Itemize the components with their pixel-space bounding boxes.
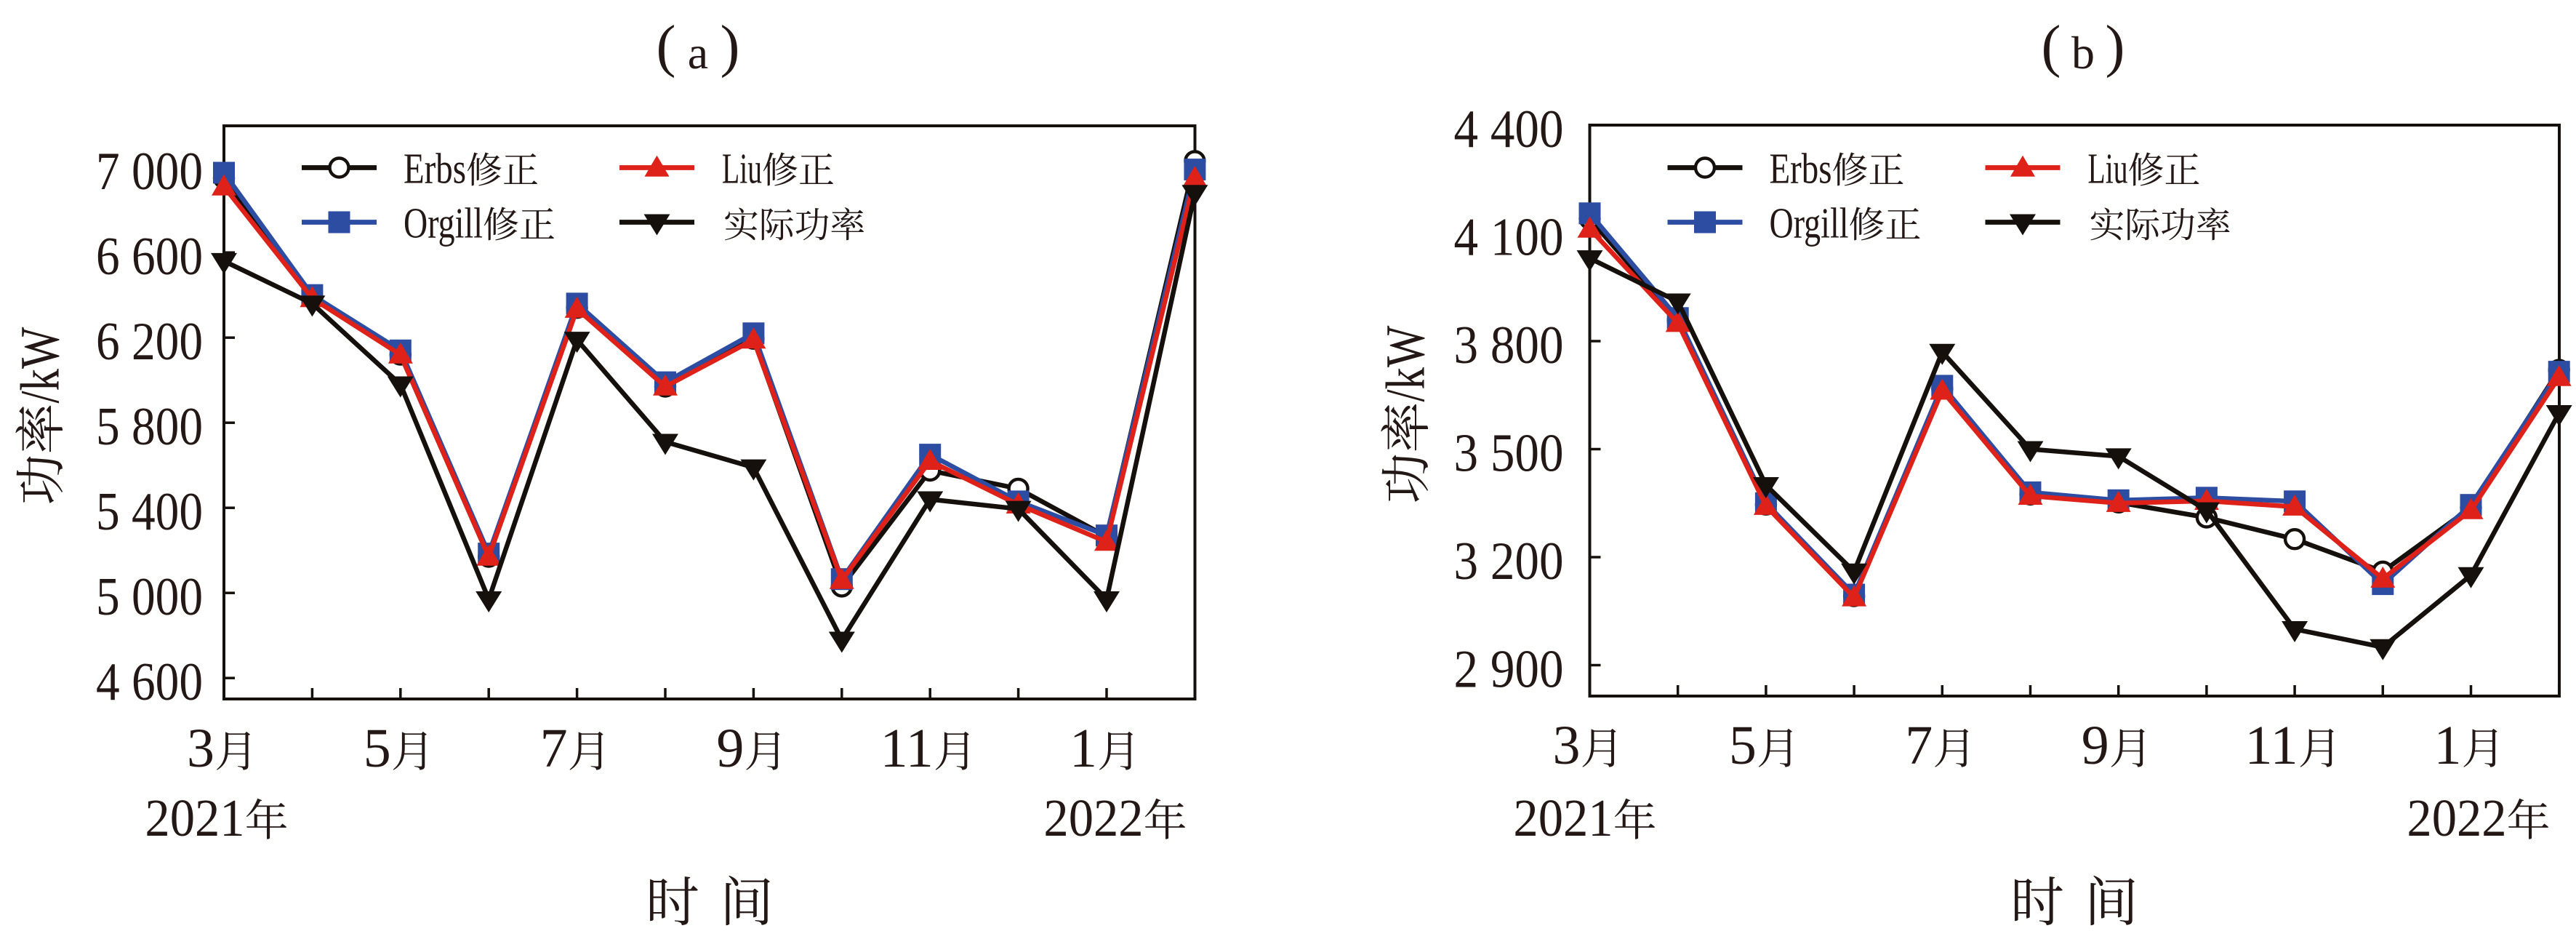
svg-text:3: 3: [187, 718, 214, 779]
svg-text:Liu: Liu: [722, 145, 762, 193]
svg-text:7 000: 7 000: [96, 142, 203, 201]
svg-text:Erbs: Erbs: [1770, 145, 1832, 193]
svg-text:7: 7: [540, 718, 568, 779]
svg-text:6 600: 6 600: [96, 227, 203, 287]
svg-text:2022: 2022: [1043, 788, 1143, 847]
svg-text:): ): [2106, 13, 2125, 79]
svg-text:/kW: /kW: [1376, 325, 1437, 401]
svg-text:4 100: 4 100: [1454, 207, 1564, 267]
svg-text:3 200: 3 200: [1454, 532, 1564, 591]
svg-text:11: 11: [880, 718, 934, 779]
svg-text:9: 9: [716, 718, 744, 779]
svg-text:5 800: 5 800: [96, 397, 203, 457]
svg-text:2021: 2021: [145, 788, 244, 847]
svg-text:3 800: 3 800: [1454, 316, 1564, 375]
svg-text:5: 5: [364, 718, 391, 779]
svg-text:(: (: [2042, 13, 2061, 79]
svg-text:Liu: Liu: [2088, 145, 2128, 193]
svg-text:1: 1: [1070, 718, 1097, 779]
svg-text:(: (: [657, 13, 676, 79]
svg-text:1: 1: [2434, 715, 2462, 776]
svg-text:2021: 2021: [1513, 788, 1613, 847]
svg-text:5 000: 5 000: [96, 567, 203, 627]
svg-text:3 500: 3 500: [1454, 423, 1564, 483]
svg-text:11: 11: [2245, 715, 2298, 776]
svg-text:6 200: 6 200: [96, 312, 203, 372]
svg-text:Orgill: Orgill: [1770, 199, 1849, 247]
svg-text:): ): [721, 13, 740, 79]
svg-text:a: a: [688, 27, 708, 79]
svg-text:Orgill: Orgill: [404, 199, 483, 247]
svg-text:5 400: 5 400: [96, 482, 203, 542]
svg-text:2 900: 2 900: [1454, 639, 1564, 699]
svg-text:7: 7: [1905, 715, 1933, 776]
svg-text:3: 3: [1553, 715, 1581, 776]
svg-text:2022: 2022: [2407, 788, 2506, 847]
svg-text:/kW: /kW: [10, 327, 71, 403]
svg-text:b: b: [2071, 27, 2095, 79]
svg-text:4 400: 4 400: [1454, 100, 1564, 159]
svg-text:9: 9: [2082, 715, 2109, 776]
svg-text:4 600: 4 600: [96, 652, 203, 712]
svg-text:5: 5: [1729, 715, 1757, 776]
svg-text:Erbs: Erbs: [404, 145, 466, 193]
